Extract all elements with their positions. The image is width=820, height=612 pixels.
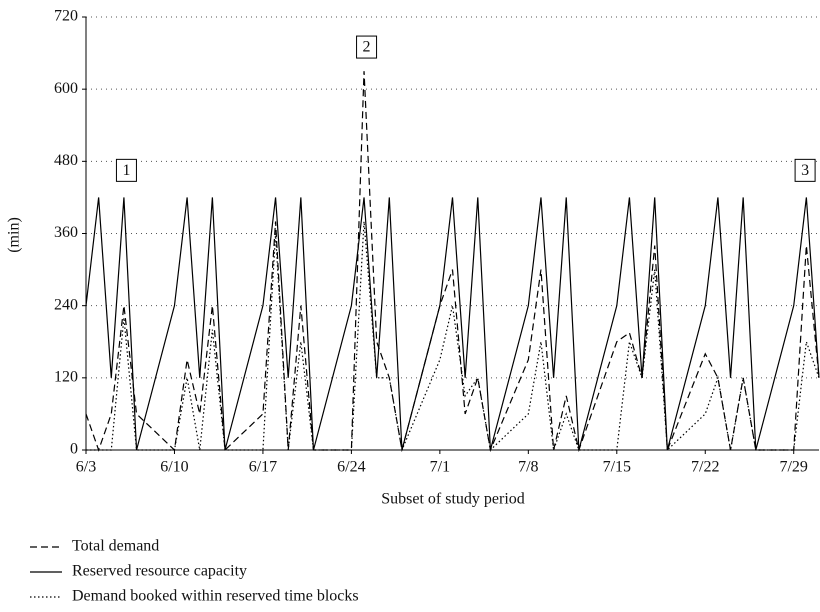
x-tick-label: 6/24: [337, 459, 365, 476]
x-axis-label: Subset of study period: [381, 491, 525, 508]
y-axis-label: (min): [6, 217, 23, 253]
x-tick-label: 6/17: [249, 459, 277, 476]
series-line: [85, 71, 820, 453]
y-tick-label: 240: [54, 296, 78, 313]
x-tick-label: 7/29: [779, 459, 807, 476]
annotation-label: 2: [363, 39, 371, 56]
series-line: [86, 221, 820, 453]
y-tick-label: 720: [54, 8, 78, 25]
x-tick-label: 7/22: [691, 459, 719, 476]
legend-label: Demand booked within reserved time block…: [72, 588, 359, 605]
legend-label: Total demand: [72, 538, 159, 555]
y-tick-label: 120: [54, 369, 78, 386]
series-line: [85, 197, 820, 451]
legend-label: Reserved resource capacity: [72, 563, 247, 580]
x-tick-label: 7/15: [603, 459, 631, 476]
annotation-box: [356, 35, 378, 59]
x-tick-label: 7/8: [518, 459, 538, 476]
annotation-label: 3: [801, 162, 809, 179]
annotation-label: 1: [122, 162, 130, 179]
x-tick-label: 7/1: [430, 459, 450, 476]
y-tick-label: 600: [54, 80, 78, 97]
x-tick-label: 6/3: [76, 459, 96, 476]
y-tick-label: 480: [54, 152, 78, 169]
y-tick-label: 0: [70, 441, 78, 458]
x-tick-label: 6/10: [160, 459, 188, 476]
annotation-box: [115, 158, 137, 182]
y-tick-label: 360: [54, 224, 78, 241]
annotation-box: [794, 158, 816, 182]
